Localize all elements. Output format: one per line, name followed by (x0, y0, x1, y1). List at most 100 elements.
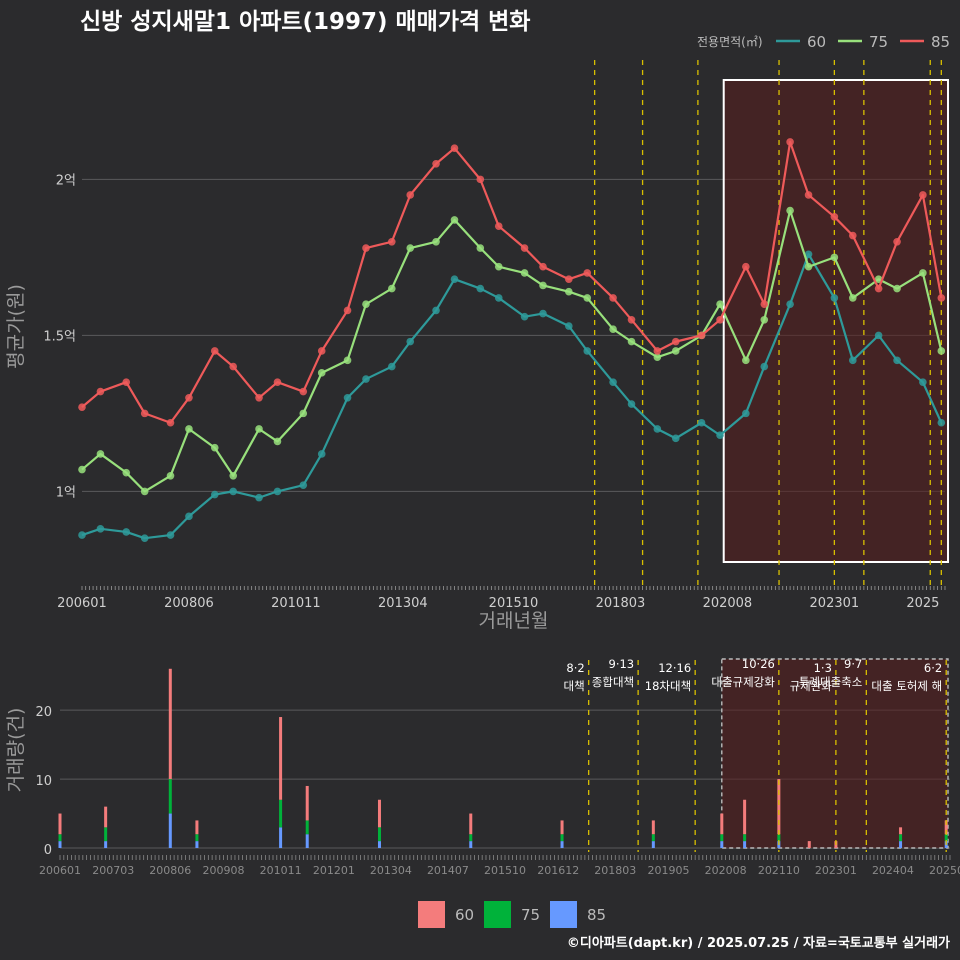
x-axis-title: 거래년월 (479, 610, 549, 632)
data-point (653, 347, 662, 355)
data-point (653, 353, 662, 362)
data-point (406, 337, 415, 346)
data-point (583, 269, 592, 277)
data-point (432, 306, 440, 315)
data-point (893, 237, 901, 246)
bar-75 (469, 834, 473, 842)
bar-85 (104, 841, 108, 848)
data-point (450, 216, 459, 224)
data-point (716, 300, 724, 308)
data-point (786, 300, 794, 308)
x-tick-label: 201304 (378, 596, 428, 611)
data-point (893, 284, 901, 293)
data-point (804, 262, 813, 271)
annotation-date: 10·26 (742, 657, 775, 671)
x-tick-label: 202404 (872, 864, 914, 877)
x-axis-ticks (81, 586, 946, 590)
data-point (122, 528, 131, 536)
bar-75 (279, 799, 283, 828)
data-point (786, 138, 794, 146)
series-line-75 (81, 209, 943, 493)
data-point (848, 231, 857, 240)
data-point (166, 471, 175, 480)
data-point (742, 409, 750, 418)
data-point (432, 159, 440, 168)
x-tick-label: 202110 (758, 864, 800, 877)
y-tick-label: 20 (35, 705, 52, 720)
x-tick-label: 200806 (164, 596, 214, 611)
data-point (804, 191, 813, 199)
legend-label-60: 60 (455, 906, 474, 924)
data-point (565, 287, 573, 296)
data-point (343, 356, 352, 365)
bar-60 (168, 668, 172, 780)
y-tick-label: 1.5억 (43, 329, 76, 344)
data-point (299, 387, 308, 396)
bar-60 (195, 820, 199, 835)
bar-85 (743, 841, 747, 848)
series-line-60 (81, 253, 943, 540)
data-point (387, 362, 396, 371)
data-point (627, 315, 636, 324)
annotation-label: 18차대책 (645, 679, 691, 693)
data-point (565, 275, 573, 284)
data-point (96, 525, 105, 533)
annotation-label: 대책 (564, 679, 585, 693)
bar-75 (58, 834, 62, 842)
data-point (185, 425, 193, 433)
y-axis-title: 거래량(건) (5, 708, 27, 793)
bar-85 (305, 834, 309, 848)
data-point (299, 409, 308, 418)
data-point (786, 206, 794, 215)
data-point (78, 531, 86, 539)
data-point (653, 425, 662, 433)
legend-swatch-75 (484, 901, 511, 928)
data-point (273, 378, 282, 386)
bar-75 (377, 827, 381, 842)
annotation-label: 대출규제강화 (711, 675, 775, 689)
data-point (716, 431, 724, 440)
y-tick-label: 10 (35, 774, 52, 789)
bar-60 (743, 799, 747, 835)
annotation-date: 8·2 (566, 661, 584, 675)
x-tick-label: 2025 (906, 596, 939, 611)
data-point (919, 378, 927, 386)
data-point (450, 275, 459, 284)
x-axis-ticks (59, 855, 951, 860)
legend-swatch-60 (418, 901, 445, 928)
legend-label-85: 85 (587, 906, 606, 924)
credit-text: ©디아파트(dapt.kr) / 2025.07.25 / 자료=국토교통부 실… (567, 935, 950, 951)
bar-75 (104, 827, 108, 842)
data-point (583, 347, 592, 355)
data-point (627, 337, 636, 346)
bar-85 (377, 841, 381, 848)
x-tick-label: 201304 (370, 864, 412, 877)
x-tick-label: 200601 (39, 864, 81, 877)
data-point (140, 409, 149, 418)
data-point (494, 222, 503, 230)
bar-60 (560, 820, 564, 835)
data-point (210, 443, 219, 452)
bar-60 (777, 779, 781, 835)
data-point (830, 294, 839, 302)
data-point (937, 294, 946, 302)
series-line-85 (81, 140, 943, 424)
x-tick-label: 202008 (705, 864, 747, 877)
data-point (742, 262, 750, 271)
data-point (229, 471, 238, 480)
bar-60 (104, 806, 108, 828)
data-point (387, 284, 396, 293)
x-tick-label: 201510 (484, 864, 526, 877)
data-point (565, 322, 573, 330)
data-point (937, 347, 946, 355)
data-point (450, 144, 459, 152)
annotation-label: 규제완화 (790, 679, 833, 693)
x-tick-label: 202507 (929, 864, 960, 877)
legend-swatch-85 (550, 901, 577, 928)
data-point (343, 306, 352, 315)
data-point (520, 244, 529, 252)
series-75 (78, 206, 946, 496)
annotation-date: 1·3 (814, 661, 832, 675)
bar-85 (279, 827, 283, 848)
bar-60 (279, 717, 283, 800)
